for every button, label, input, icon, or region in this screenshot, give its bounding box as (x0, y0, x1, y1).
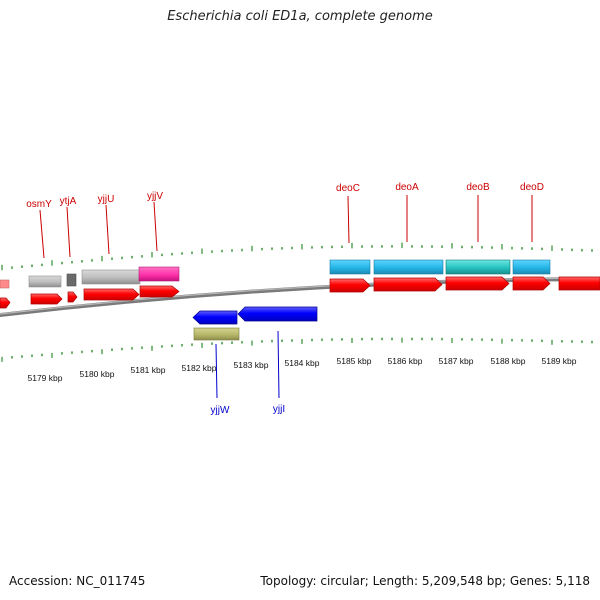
accession-label: Accession: NC_011745 (9, 574, 146, 588)
top-tick-track (1, 242, 593, 271)
scale-label-5186: 5186 kbp (388, 356, 423, 366)
scale-label-5189: 5189 kbp (542, 356, 577, 366)
forward-gene-track (0, 276, 600, 309)
yjjV-cog-bar (138, 266, 180, 282)
top-gene-labels: osmY ytjA yjjU yjjV deoC deoA deoB deoD (26, 182, 544, 210)
scale-labels: 5179 kbp 5180 kbp 5181 kbp 5182 kbp 5183… (28, 356, 577, 383)
yjjI-gene-arrow (237, 306, 318, 322)
deoB-gene-arrow (445, 276, 510, 291)
osmY-gene-arrow (30, 293, 63, 305)
gene-label-ytjA: ytjA (60, 196, 77, 207)
map-title: Escherichia coli ED1a, complete genome (167, 9, 433, 24)
gene-label-osmY: osmY (26, 199, 52, 210)
yjjW-gene-arrow (192, 310, 238, 325)
gene-label-yjjV: yjjV (147, 191, 163, 202)
osmY-cog-bar (28, 275, 62, 288)
scale-label-5179: 5179 kbp (28, 373, 63, 383)
deoB-cog-bar (445, 259, 511, 275)
bottom-tick-track (1, 337, 593, 362)
gene-label-deoC: deoC (336, 183, 360, 194)
scale-label-5183: 5183 kbp (234, 360, 269, 370)
feature-track (0, 259, 551, 341)
bottom-gene-labels: yjjW yjjI (211, 404, 286, 416)
gene-label-yjjI: yjjI (273, 404, 285, 415)
gene-label-yjjU: yjjU (98, 194, 115, 205)
yjjU-cog-bar (81, 269, 141, 285)
yjjW-cog-bar (193, 327, 240, 341)
deoA-cog-bar (373, 259, 444, 275)
gene-label-deoB: deoB (466, 182, 490, 193)
scale-label-5187: 5187 kbp (439, 356, 474, 366)
deoC-gene-arrow (329, 278, 371, 293)
gene-label-deoD: deoD (520, 182, 544, 193)
scale-label-5182: 5182 kbp (182, 363, 217, 373)
deoD-gene-arrow (512, 276, 551, 291)
ytjA-gene-arrow (67, 291, 78, 303)
top-label-leaders (39, 195, 533, 259)
reverse-gene-track (192, 306, 318, 325)
bottom-label-leaders (215, 330, 280, 399)
scale-label-5181: 5181 kbp (131, 365, 166, 375)
deoD-cog-bar (512, 259, 551, 275)
right-edge-gene-arrow (558, 276, 600, 291)
left-edge-feature (0, 279, 10, 289)
scale-label-5185: 5185 kbp (337, 356, 372, 366)
deoA-gene-arrow (373, 277, 443, 292)
scale-label-5184: 5184 kbp (285, 358, 320, 368)
yjjV-gene-arrow (139, 285, 180, 298)
gene-label-yjjW: yjjW (211, 405, 230, 416)
scale-label-5188: 5188 kbp (491, 356, 526, 366)
deoC-cog-bar (329, 259, 371, 275)
scale-label-5180: 5180 kbp (80, 369, 115, 379)
ytjA-cog-bar (66, 273, 77, 287)
genome-summary: Topology: circular; Length: 5,209,548 bp… (260, 574, 590, 588)
gene-label-deoA: deoA (395, 182, 419, 193)
left-edge-gene-arrow (0, 297, 11, 309)
yjjU-gene-arrow (83, 288, 140, 301)
